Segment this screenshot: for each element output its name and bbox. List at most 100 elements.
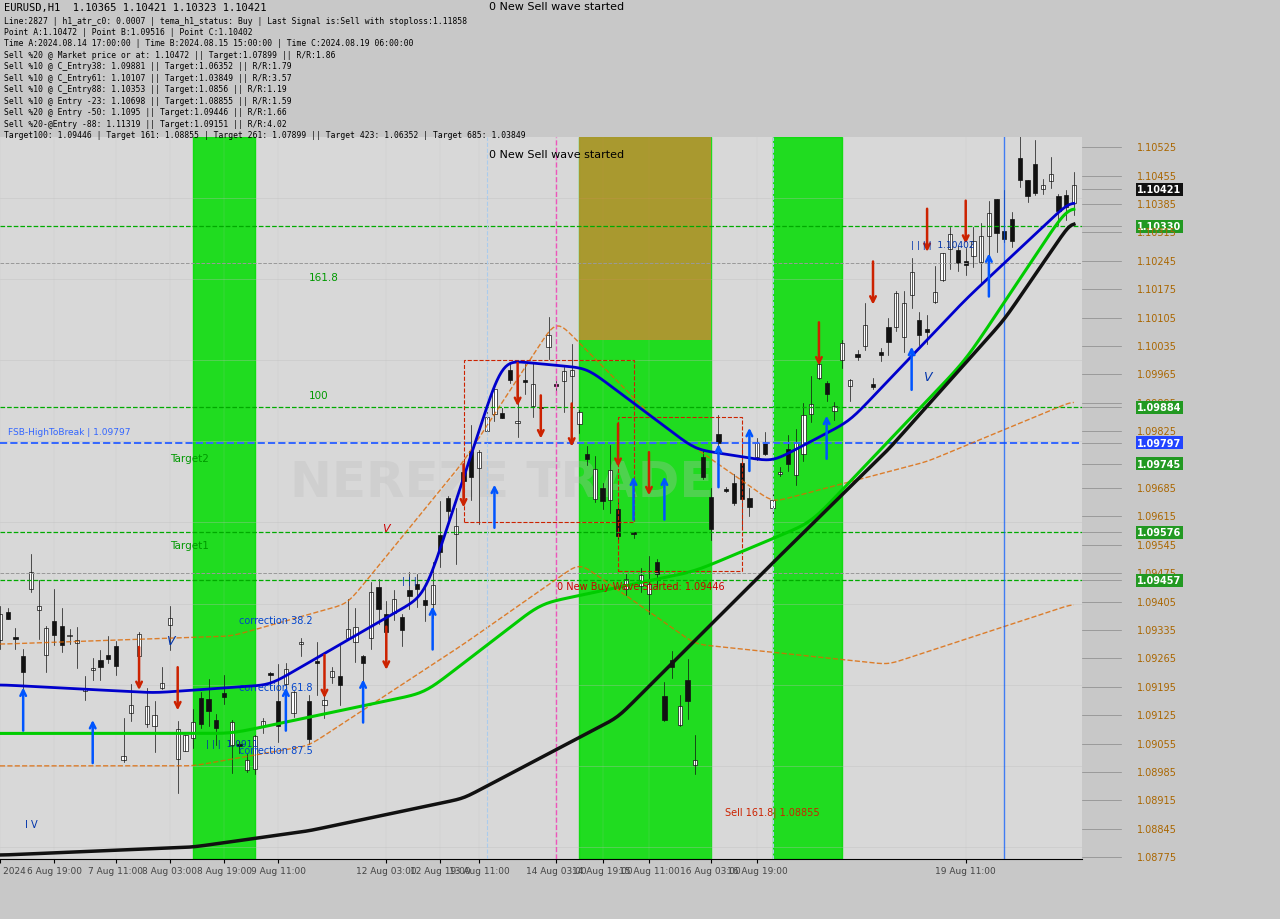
Bar <box>709 497 713 530</box>
Text: 1.10455: 1.10455 <box>1137 171 1178 181</box>
Bar <box>539 407 543 409</box>
Bar <box>847 380 852 387</box>
Bar <box>453 527 458 534</box>
Bar <box>755 443 759 458</box>
Bar <box>964 262 968 266</box>
Bar <box>686 680 690 701</box>
Text: V: V <box>165 634 174 648</box>
Bar <box>330 671 334 677</box>
Bar <box>438 536 443 552</box>
Bar <box>415 584 420 590</box>
Bar <box>824 384 828 395</box>
Bar <box>732 483 736 504</box>
Bar <box>28 572 33 589</box>
Text: correction 87.5: correction 87.5 <box>239 744 314 754</box>
Text: 1.09965: 1.09965 <box>1137 370 1178 380</box>
Text: 1.08915: 1.08915 <box>1137 796 1178 805</box>
Bar <box>253 736 257 769</box>
Bar <box>639 575 644 586</box>
Bar <box>987 214 991 236</box>
Text: 1.10035: 1.10035 <box>1137 342 1178 352</box>
Text: 1.10245: 1.10245 <box>1137 256 1178 267</box>
Bar <box>52 621 56 636</box>
Bar <box>948 234 952 250</box>
Text: Line:2827 | h1_atr_c0: 0.0007 | tema_h1_status: Buy | Last Signal is:Sell with s: Line:2827 | h1_atr_c0: 0.0007 | tema_h1_… <box>4 17 526 140</box>
Text: 1.09895: 1.09895 <box>1137 398 1178 408</box>
Bar <box>748 498 751 507</box>
Bar <box>193 138 255 859</box>
Bar <box>654 562 659 575</box>
Bar <box>361 656 365 664</box>
Bar <box>580 138 710 341</box>
Bar <box>1002 232 1006 240</box>
Bar <box>554 385 558 386</box>
Bar <box>809 404 813 414</box>
Bar <box>422 601 428 605</box>
Bar <box>284 669 288 685</box>
Bar <box>114 646 118 667</box>
Bar <box>786 449 790 464</box>
Text: 1.09685: 1.09685 <box>1137 483 1178 494</box>
Bar <box>547 335 550 347</box>
Bar <box>376 587 380 609</box>
Bar <box>244 760 250 770</box>
Bar <box>956 251 960 264</box>
Bar <box>369 593 372 639</box>
Bar <box>106 655 110 660</box>
Text: FSB-HighToBreak | 1.09797: FSB-HighToBreak | 1.09797 <box>8 428 131 437</box>
Bar <box>740 463 744 500</box>
Bar <box>168 618 172 626</box>
Bar <box>979 237 983 263</box>
Bar <box>570 371 573 376</box>
Bar <box>531 385 535 407</box>
Bar <box>677 706 682 725</box>
Bar <box>870 385 876 388</box>
Bar <box>229 722 234 745</box>
Bar <box>392 600 396 613</box>
Bar <box>516 422 520 424</box>
Bar <box>646 584 652 595</box>
Bar <box>577 413 581 425</box>
Bar <box>694 760 698 766</box>
Bar <box>430 585 435 604</box>
Bar <box>137 635 141 656</box>
Bar <box>524 380 527 382</box>
Bar <box>840 344 845 361</box>
Text: I V: I V <box>24 819 37 829</box>
Bar <box>237 744 242 746</box>
Bar <box>1071 187 1076 204</box>
Bar <box>206 699 211 710</box>
Bar <box>269 673 273 675</box>
Text: 1.09265: 1.09265 <box>1137 653 1178 664</box>
Bar <box>300 642 303 644</box>
Bar <box>99 660 102 667</box>
Bar <box>701 458 705 478</box>
Bar <box>585 455 589 460</box>
Text: 1.09055: 1.09055 <box>1137 739 1178 749</box>
Bar <box>893 293 899 327</box>
Bar <box>562 371 566 381</box>
Text: 1.09884: 1.09884 <box>1137 403 1181 413</box>
Bar <box>152 715 156 726</box>
Bar <box>778 472 782 474</box>
Bar <box>623 579 628 589</box>
Text: 1.09576: 1.09576 <box>1137 528 1181 538</box>
Bar <box>122 755 125 760</box>
Text: 161.8: 161.8 <box>308 273 339 283</box>
Text: 1.10105: 1.10105 <box>1137 313 1178 323</box>
Text: 1.09745: 1.09745 <box>1137 460 1181 469</box>
Bar <box>338 676 342 685</box>
Bar <box>493 390 497 414</box>
Text: 1.10421: 1.10421 <box>1137 185 1181 195</box>
Bar <box>608 471 612 500</box>
Bar <box>910 273 914 296</box>
Text: 1.09405: 1.09405 <box>1137 597 1178 607</box>
Bar <box>191 722 196 739</box>
Bar <box>463 361 634 523</box>
Bar <box>1010 220 1014 242</box>
Bar <box>470 451 474 478</box>
Bar <box>832 406 837 412</box>
Bar <box>631 532 636 534</box>
Text: | | | |  1.10402: | | | | 1.10402 <box>911 240 974 249</box>
Text: 1.09125: 1.09125 <box>1137 710 1178 720</box>
